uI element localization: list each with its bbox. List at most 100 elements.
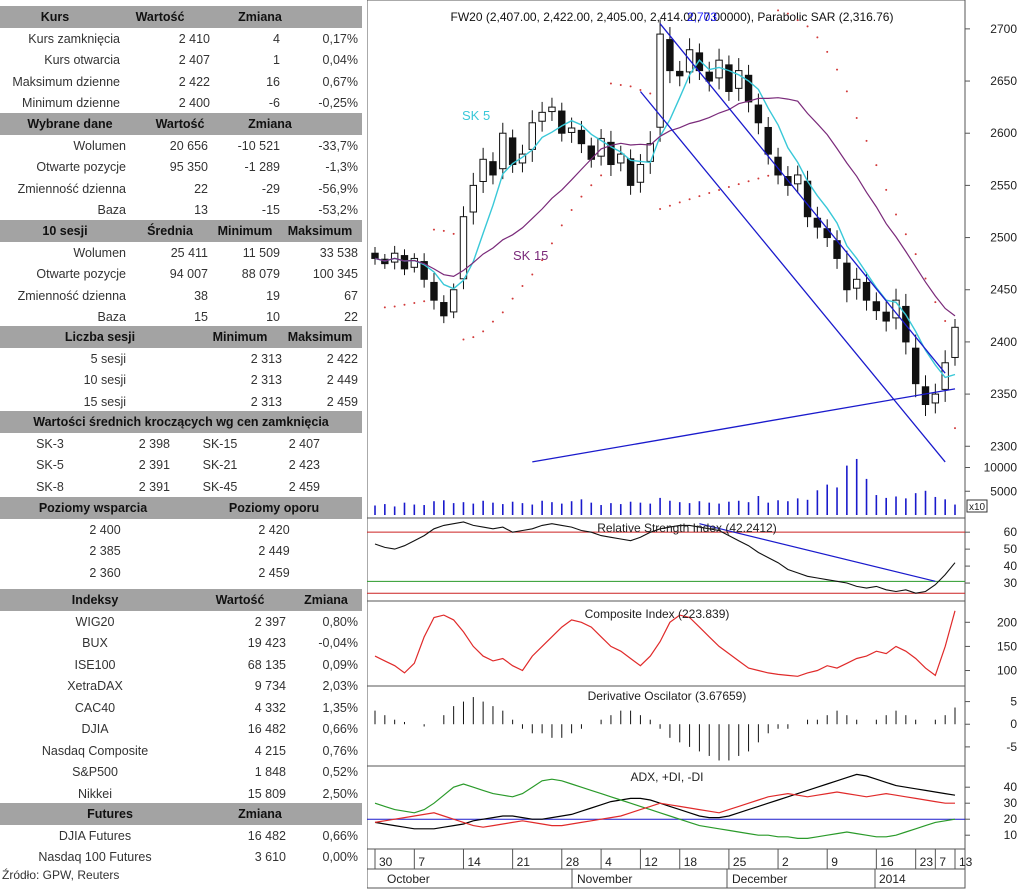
y-tick-label: 150 (997, 639, 1017, 653)
table-row: 2 385 2 449 (0, 541, 362, 562)
table-cell: Baza (97, 310, 127, 324)
table-row: S&P500 1 848 0,52% (0, 762, 362, 783)
sar-dot (836, 68, 839, 71)
sar-dot (826, 50, 829, 53)
x-tick-label: 18 (684, 855, 698, 869)
table-cell: 20 656 (169, 138, 208, 153)
y-tick-label: 2600 (990, 126, 1017, 140)
table-row: DJIA Futures 16 482 0,66% (0, 825, 362, 846)
table-header-poziomy: Poziomy wsparcia Poziomy oporu (0, 497, 362, 519)
table-row: Maksimum dzienne 2 422 16 0,67% (0, 71, 362, 92)
composite-line (374, 610, 956, 677)
table-row: Minimum dzienne 2 400 -6 -0,25% (0, 93, 362, 114)
sar-dot (914, 253, 917, 256)
candle-body (656, 33, 664, 128)
header-cell: Zmiana (248, 117, 292, 131)
sar-dot (482, 330, 485, 333)
table-cell: 68 135 (247, 657, 286, 672)
header-cell: Maksimum (287, 224, 353, 238)
candle-body (872, 301, 881, 312)
table-cell: 22 (344, 310, 358, 324)
sar-dot (619, 83, 622, 86)
table-cell: -0,25% (318, 96, 358, 110)
candle-body (390, 252, 399, 263)
y-tick-label: 2350 (990, 387, 1017, 401)
candle-body (420, 261, 428, 280)
table-cell: -33,7% (318, 138, 358, 153)
table-cell: 2 360 (89, 565, 121, 580)
sar-dot (531, 273, 534, 276)
table-cell: 0,80% (322, 614, 358, 629)
candle-body (538, 111, 546, 122)
sar-dot (678, 201, 681, 204)
sar-dot (659, 208, 662, 211)
adx-series-line (374, 773, 956, 830)
table-cell: 2 422 (326, 351, 358, 366)
sar-dot (639, 89, 642, 92)
candle-body (636, 164, 645, 183)
table-row: Baza 15 10 22 (0, 307, 362, 328)
table-cell: -15 (261, 203, 280, 217)
sar-dot (580, 195, 583, 198)
table-row: 10 sesji 2 313 2 449 (0, 370, 362, 391)
sar-dot (806, 25, 809, 28)
x-tick-label: 21 (517, 855, 531, 869)
rsi-trendline (699, 523, 936, 582)
table-cell: 5 sesji (90, 351, 126, 366)
table-row: Zmienność dzienna 22 -29 -56,9% (0, 178, 362, 199)
table-cell: 16 482 (247, 722, 286, 736)
x-tick-label: 25 (733, 855, 747, 869)
table-cell: 2 313 (250, 351, 282, 366)
table-row: Zmienność dzienna 38 19 67 (0, 285, 362, 306)
y-tick-label: 10 (1004, 828, 1018, 842)
sar-dot (698, 195, 701, 198)
table-cell: -1,3% (325, 160, 358, 174)
header-cell: Poziomy oporu (228, 501, 320, 515)
table-cell: Maksimum dzienne (12, 74, 120, 89)
candle-body (646, 143, 654, 162)
table-cell: 2 313 (250, 394, 282, 409)
table-cell: -53,2% (318, 203, 358, 217)
table-cell: Otwarte pozycje (36, 267, 126, 281)
table-cell: 0,00% (322, 850, 358, 864)
table-row: WIG20 2 397 0,80% (0, 611, 362, 632)
table-cell: 4 (273, 31, 280, 46)
x-tick-label: 12 (644, 855, 658, 869)
table-row: DJIA 16 482 0,66% (0, 719, 362, 740)
sar-dot (944, 319, 947, 322)
y-tick-label: 40 (1004, 559, 1018, 573)
table-cell: Baza (97, 203, 127, 217)
candle-body (921, 386, 930, 406)
candle-body (626, 158, 635, 186)
table-cell: 2 400 (178, 96, 210, 110)
table-cell: S&P500 (72, 765, 118, 779)
candle-body (754, 104, 763, 124)
sar-dot (668, 204, 671, 207)
candle-body (371, 252, 379, 259)
sar-dot (600, 174, 603, 177)
sar-dot (383, 306, 386, 309)
table-cell: 11 509 (242, 245, 280, 260)
table-cell: 2 407 (288, 436, 320, 451)
table-cell: SK-45 (202, 479, 238, 494)
sar-dot (777, 9, 780, 12)
table-cell: 3 610 (254, 850, 286, 864)
table-cell: 2 449 (326, 373, 358, 387)
y-tick-label: -5 (1006, 740, 1017, 754)
table-cell: DJIA Futures (58, 828, 132, 843)
y-tick-label: 30 (1004, 796, 1018, 810)
table-cell: 2 398 (138, 436, 170, 451)
sar-dot (767, 174, 770, 177)
chart-title: FW20 (2,407.00, 2,422.00, 2,405.00, 2,41… (451, 10, 894, 24)
sar-dot (688, 198, 691, 201)
table-header-wybrane: Wybrane dane Wartość Zmiana (0, 113, 362, 135)
table-cell: 13 (194, 203, 208, 217)
sar-dot (718, 188, 721, 191)
table-cell: 4 332 (254, 700, 286, 715)
candle-body (715, 59, 723, 79)
candle-body (676, 70, 684, 77)
candle-body (479, 158, 487, 182)
table-cell: 33 538 (319, 245, 358, 260)
sar-dot (462, 338, 465, 341)
trendline-lower (639, 91, 946, 463)
